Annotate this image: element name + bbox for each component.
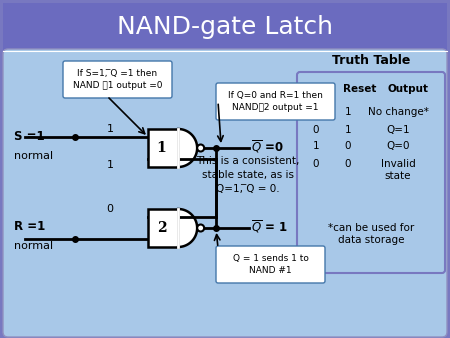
- Text: 1: 1: [313, 141, 320, 151]
- Text: 1: 1: [313, 107, 320, 117]
- Text: 1: 1: [107, 124, 113, 134]
- Text: R =1: R =1: [14, 220, 45, 233]
- Text: 1: 1: [345, 107, 351, 117]
- Text: 0: 0: [345, 159, 351, 169]
- FancyBboxPatch shape: [63, 61, 172, 98]
- Text: 2: 2: [157, 221, 166, 235]
- FancyBboxPatch shape: [148, 209, 178, 247]
- FancyBboxPatch shape: [216, 246, 325, 283]
- Polygon shape: [178, 209, 197, 247]
- Text: 0: 0: [345, 141, 351, 151]
- FancyBboxPatch shape: [3, 3, 447, 51]
- Text: Invalid
state: Invalid state: [381, 159, 415, 182]
- Text: This is a consistent,
stable state, as is
Q=1, ̅Q = 0.: This is a consistent, stable state, as i…: [196, 156, 300, 194]
- Text: 0: 0: [107, 204, 113, 214]
- Text: Q = 1 sends 1 to
NAND #1: Q = 1 sends 1 to NAND #1: [233, 255, 308, 274]
- Circle shape: [197, 145, 204, 151]
- FancyBboxPatch shape: [297, 72, 445, 273]
- Text: Truth Table: Truth Table: [332, 54, 410, 67]
- Text: NAND-gate Latch: NAND-gate Latch: [117, 15, 333, 39]
- Text: Reset: Reset: [343, 84, 376, 94]
- Text: 1: 1: [107, 160, 113, 170]
- Text: 0: 0: [313, 125, 319, 135]
- Text: normal: normal: [14, 241, 53, 251]
- Text: If Q=0 and R=1 then
NAND2 output =1: If Q=0 and R=1 then NAND2 output =1: [228, 92, 323, 112]
- Text: *can be used for
data storage: *can be used for data storage: [328, 223, 414, 245]
- Text: $\overline{Q}$ = 1: $\overline{Q}$ = 1: [251, 219, 288, 235]
- Text: No change*: No change*: [368, 107, 428, 117]
- Text: If S=1, ̅Q =1 then
NAND 1 output =0: If S=1, ̅Q =1 then NAND 1 output =0: [73, 69, 162, 90]
- FancyBboxPatch shape: [148, 129, 178, 167]
- Polygon shape: [178, 129, 197, 167]
- FancyBboxPatch shape: [3, 49, 447, 337]
- Text: 0: 0: [313, 159, 319, 169]
- Circle shape: [197, 224, 204, 232]
- Text: Q=0: Q=0: [386, 141, 410, 151]
- Text: Output: Output: [388, 84, 429, 94]
- Text: S =1: S =1: [14, 130, 45, 143]
- Text: Set: Set: [313, 84, 333, 94]
- FancyBboxPatch shape: [216, 83, 335, 120]
- Text: normal: normal: [14, 151, 53, 161]
- Text: $\overline{Q}$ =0: $\overline{Q}$ =0: [251, 139, 284, 155]
- Text: 1: 1: [157, 141, 166, 155]
- Text: Q=1: Q=1: [386, 125, 410, 135]
- Text: 1: 1: [345, 125, 351, 135]
